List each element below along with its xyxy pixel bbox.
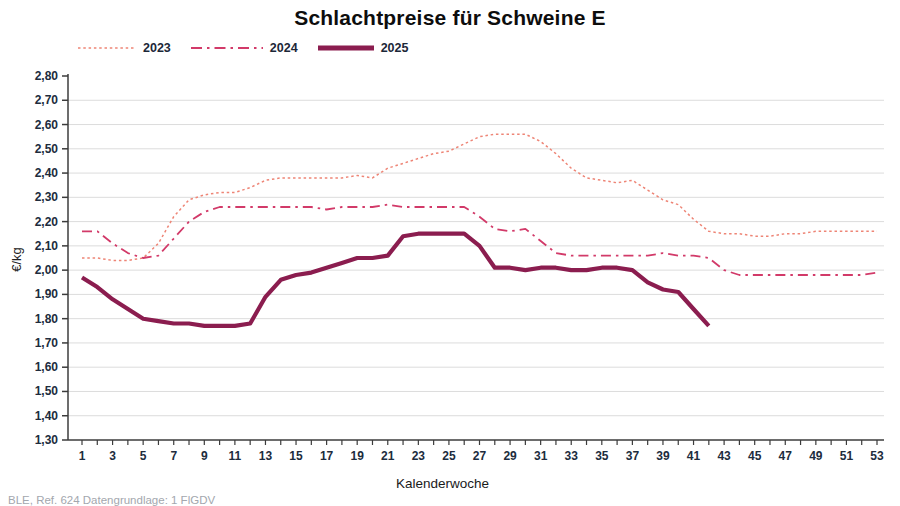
x-tick-label: 43 [717,449,731,463]
x-tick-label: 5 [140,449,147,463]
x-tick-label: 1 [79,449,86,463]
source-note: BLE, Ref. 624 Datengrundlage: 1 FlGDV [8,494,215,506]
y-tick-label: 2,60 [35,118,59,132]
x-tick-label: 33 [565,449,579,463]
y-tick-label: 2,40 [35,166,59,180]
x-tick-label: 35 [595,449,609,463]
y-tick-label: 1,50 [35,384,59,398]
y-tick-label: 1,30 [35,433,59,447]
y-tick-label: 1,80 [35,312,59,326]
x-tick-label: 15 [289,449,303,463]
x-tick-label: 31 [534,449,548,463]
y-tick-label: 1,60 [35,360,59,374]
y-tick-label: 2,50 [35,142,59,156]
y-tick-label: 2,20 [35,215,59,229]
x-tick-label: 7 [170,449,177,463]
x-tick-label: 13 [259,449,273,463]
y-tick-label: 2,70 [35,93,59,107]
x-tick-label: 29 [503,449,517,463]
x-tick-label: 9 [201,449,208,463]
x-tick-label: 51 [840,449,854,463]
y-tick-label: 1,70 [35,336,59,350]
x-tick-label: 25 [442,449,456,463]
y-axis-title: €/kg [9,230,24,290]
x-tick-label: 3 [109,449,116,463]
x-tick-label: 17 [320,449,334,463]
series-line-2025 [82,234,709,326]
x-tick-label: 37 [626,449,640,463]
y-tick-label: 1,40 [35,409,59,423]
x-tick-label: 53 [870,449,884,463]
y-tick-label: 1,90 [35,287,59,301]
x-tick-label: 27 [473,449,487,463]
x-tick-label: 47 [779,449,793,463]
y-tick-label: 2,80 [35,69,59,83]
x-tick-label: 45 [748,449,762,463]
price-line-chart: 1,30 1,40 1,50 1,60 1,70 1,80 1,90 2,00 2,10 2,20… [0,0,900,506]
plot-area: 1,30 1,40 1,50 1,60 1,70 1,80 1,90 2,00 2,10 2,20… [0,0,900,506]
y-tick-label: 2,00 [35,263,59,277]
x-tick-label: 39 [656,449,670,463]
x-tick-label: 41 [687,449,701,463]
x-tick-label: 23 [412,449,426,463]
x-tick-label: 19 [351,449,365,463]
y-tick-label: 2,30 [35,190,59,204]
chart-page: Schlachtpreise für Schweine E 2023 2024 … [0,0,900,506]
x-axis-title: Kalenderwoche [396,476,489,491]
x-tick-label: 49 [809,449,823,463]
series-line-2024 [82,205,877,275]
x-tick-label: 21 [381,449,395,463]
y-tick-label: 2,10 [35,239,59,253]
x-tick-label: 11 [229,449,242,463]
